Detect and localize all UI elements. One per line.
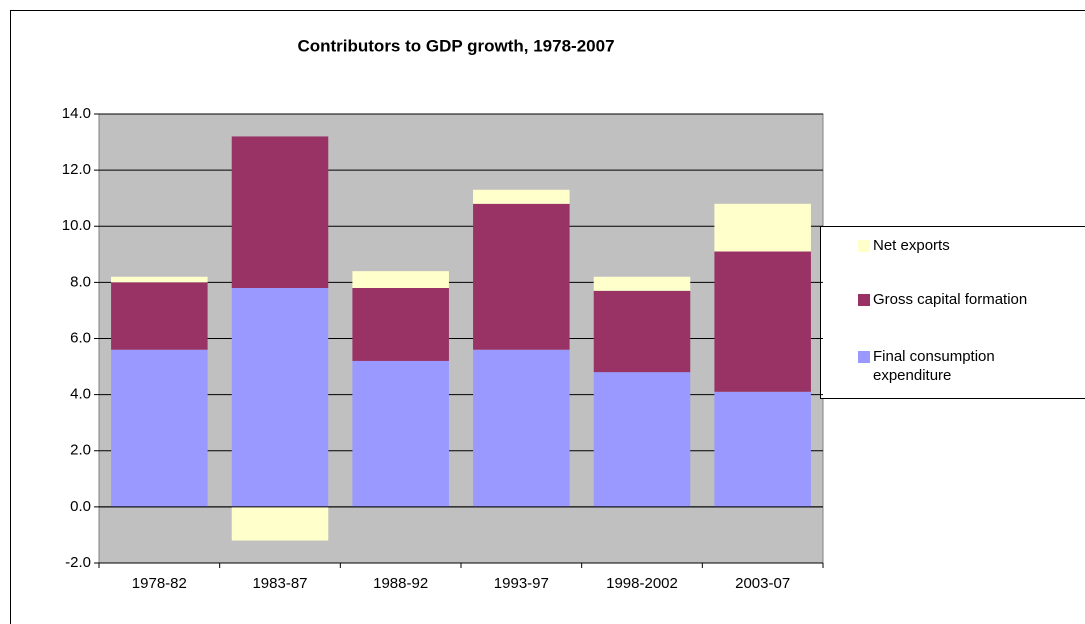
x-tick-label: 2003-07 bbox=[735, 575, 790, 592]
bar-segment bbox=[111, 282, 208, 350]
legend-box bbox=[820, 226, 1085, 399]
chart-title: Contributors to GDP growth, 1978-2007 bbox=[297, 36, 614, 55]
y-tick-label: 8.0 bbox=[70, 273, 91, 290]
bar-segment bbox=[714, 251, 811, 392]
y-tick-label: 2.0 bbox=[70, 442, 91, 459]
y-tick-label: -2.0 bbox=[65, 554, 91, 571]
legend-swatch bbox=[858, 240, 870, 252]
bar-segment bbox=[473, 349, 570, 507]
bar-segment bbox=[473, 203, 570, 350]
y-tick-label: 14.0 bbox=[62, 105, 91, 122]
x-tick-label: 1983-87 bbox=[252, 575, 307, 592]
bar-segment bbox=[473, 189, 570, 204]
bar-segment bbox=[111, 276, 208, 283]
bar-segment bbox=[231, 506, 329, 541]
bar-segment bbox=[593, 290, 691, 373]
bar-segment bbox=[231, 136, 329, 288]
x-tick-label: 1998-2002 bbox=[606, 575, 678, 592]
y-tick-label: 0.0 bbox=[70, 498, 91, 515]
bar-segment bbox=[593, 372, 691, 507]
legend-item: Final consumption expenditure bbox=[858, 347, 1023, 385]
x-tick-label: 1988-92 bbox=[373, 575, 428, 592]
legend-item: Gross capital formation bbox=[858, 290, 1085, 309]
bar-segment bbox=[714, 203, 811, 252]
y-tick-label: 4.0 bbox=[70, 386, 91, 403]
bar-segment bbox=[231, 287, 329, 507]
bar-segment bbox=[593, 276, 691, 291]
legend-label: Net exports bbox=[873, 237, 950, 254]
legend-swatch bbox=[858, 351, 870, 363]
bar-segment bbox=[352, 271, 449, 288]
x-tick-label: 1993-97 bbox=[494, 575, 549, 592]
bar-segment bbox=[352, 360, 449, 507]
legend-swatch bbox=[858, 294, 870, 306]
y-tick-label: 10.0 bbox=[62, 217, 91, 234]
bar-segment bbox=[714, 391, 811, 507]
y-tick-label: 6.0 bbox=[70, 329, 91, 346]
y-tick-label: 12.0 bbox=[62, 161, 91, 178]
legend-label: Final consumption expenditure bbox=[873, 348, 995, 384]
bar-segment bbox=[111, 349, 208, 507]
bar-segment bbox=[352, 287, 449, 361]
legend-label: Gross capital formation bbox=[873, 291, 1028, 308]
legend-item: Net exports bbox=[858, 236, 1085, 255]
x-tick-label: 1978-82 bbox=[132, 575, 187, 592]
